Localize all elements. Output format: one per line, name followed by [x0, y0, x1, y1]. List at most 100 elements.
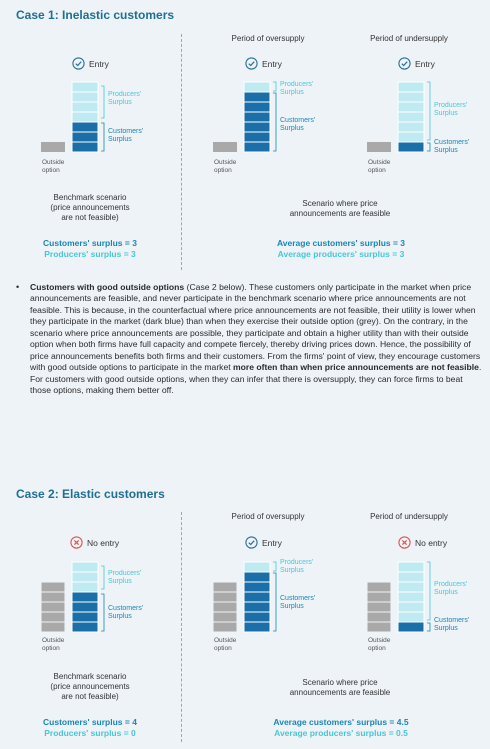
- customers-block: [243, 601, 271, 613]
- paragraph-lead: Customers with good outside options: [30, 282, 185, 292]
- case2-benchmark-diagram: Producers' Surplus Customers' Surplus Ou…: [40, 561, 143, 652]
- producers-label: Producers': [434, 102, 467, 109]
- check-circle-icon: [398, 57, 411, 70]
- outside-option-label: Outside: [214, 637, 237, 644]
- case1-oversupply-heading: Period of oversupply: [231, 34, 305, 43]
- case1-undersupply-badge: Entry: [398, 57, 435, 70]
- producers-block: [397, 121, 425, 133]
- customers-block: [71, 131, 99, 143]
- producers-block: [397, 91, 425, 103]
- case2-oversupply-heading: Period of oversupply: [231, 512, 305, 521]
- bullet-dot: •: [16, 282, 20, 292]
- outside-option-label: Outside: [42, 637, 65, 644]
- producers-block: [71, 101, 99, 113]
- outside-bar: [366, 611, 392, 623]
- producers-surplus-result: Producers' surplus = 0: [44, 728, 136, 738]
- cross-circle-icon: [70, 536, 83, 549]
- case2-benchmark-badge: No entry: [70, 536, 119, 549]
- customers-bracket: [273, 572, 277, 632]
- case2-title: Case 2: Elastic customers: [16, 487, 165, 501]
- customers-label: Customers': [434, 617, 469, 624]
- case1-undersupply-heading: Period of undersupply: [370, 34, 448, 43]
- producers-block: [71, 81, 99, 93]
- case2-benchmark-caption: Benchmark scenario (price announcements …: [30, 672, 150, 702]
- customers-label: Surplus: [434, 625, 458, 632]
- case2-undersupply-diagram: Producers' Surplus Customers' Surplus Ou…: [366, 561, 469, 652]
- check-circle-icon: [245, 57, 258, 70]
- case1-benchmark-caption: Benchmark scenario (price announcements …: [30, 193, 150, 223]
- producers-bracket: [101, 85, 105, 119]
- customers-label: Surplus: [434, 147, 458, 154]
- avg-producers-surplus-result: Average producers' surplus = 3: [277, 249, 405, 259]
- customers-block: [71, 141, 99, 153]
- outside-option-label: Outside: [368, 159, 391, 166]
- customers-block: [243, 141, 271, 153]
- customers-bracket: [427, 622, 431, 632]
- customers-surplus-result: Customers' surplus = 3: [43, 238, 137, 248]
- paragraph-text: (Case 2 below). These customers only par…: [30, 282, 481, 373]
- caption-line: are not feasible): [61, 692, 119, 701]
- customers-block: [243, 621, 271, 633]
- producers-block: [71, 561, 99, 573]
- caption-line: Scenario where price: [302, 678, 378, 687]
- outside-option-label: option: [42, 167, 60, 174]
- outside-bar: [213, 142, 237, 152]
- outside-bar: [212, 621, 238, 633]
- customers-label: Customers': [108, 128, 143, 135]
- customers-block: [71, 591, 99, 603]
- customers-label: Customers': [434, 139, 469, 146]
- customers-block: [243, 91, 271, 103]
- customers-label: Surplus: [280, 125, 304, 132]
- caption-line: announcements are feasible: [289, 209, 391, 218]
- producers-bracket: [427, 561, 431, 621]
- customers-block: [243, 591, 271, 603]
- producers-surplus-result: Producers' surplus = 3: [44, 249, 136, 259]
- case1-undersupply-diagram: Producers' Surplus Customers' Surplus Ou…: [367, 81, 469, 174]
- producers-bracket: [273, 81, 277, 92]
- caption-line: announcements are feasible: [289, 688, 391, 697]
- outside-option-label: option: [368, 645, 386, 652]
- producers-block: [397, 131, 425, 143]
- customers-bracket: [273, 92, 277, 152]
- producers-label: Producers': [280, 81, 313, 88]
- outside-bar: [366, 601, 392, 613]
- badge-label: Entry: [262, 537, 282, 548]
- outside-bar: [40, 581, 66, 593]
- producers-block: [397, 591, 425, 603]
- outside-option-label: option: [42, 645, 60, 652]
- producers-block: [397, 601, 425, 613]
- producers-block: [397, 571, 425, 583]
- producers-block: [71, 571, 99, 583]
- caption-line: Scenario where price: [302, 199, 378, 208]
- outside-bar: [366, 591, 392, 603]
- case2-benchmark-results: Customers' surplus = 4 Producers' surplu…: [20, 717, 160, 739]
- outside-bar: [366, 621, 392, 633]
- case1-title: Case 1: Inelastic customers: [16, 8, 175, 22]
- producers-label: Surplus: [280, 89, 304, 96]
- customers-block: [71, 121, 99, 133]
- producers-label: Surplus: [108, 99, 132, 106]
- customers-block: [243, 101, 271, 113]
- customers-block: [397, 141, 425, 153]
- outside-option-label: Outside: [42, 159, 65, 166]
- caption-line: Benchmark scenario: [53, 672, 127, 681]
- avg-producers-surplus-result: Average producers' surplus = 0.5: [274, 728, 408, 738]
- outside-bar: [366, 581, 392, 593]
- producers-block: [397, 611, 425, 623]
- caption-line: are not feasible): [61, 213, 119, 222]
- case2-divider: [181, 512, 182, 742]
- customers-label: Surplus: [108, 613, 132, 620]
- case1-benchmark-badge: Entry: [72, 57, 109, 70]
- case2-feasible-results: Average customers' surplus = 4.5 Average…: [236, 717, 446, 739]
- producers-block: [397, 101, 425, 113]
- producers-label: Producers': [108, 570, 141, 577]
- case2-undersupply-badge: No entry: [398, 536, 447, 549]
- case1-oversupply-diagram: Producers' Surplus Customers' Surplus Ou…: [213, 81, 315, 174]
- check-circle-icon: [72, 57, 85, 70]
- surplus-stack: [71, 81, 99, 153]
- customers-label: Customers': [280, 595, 315, 602]
- outside-bar: [40, 611, 66, 623]
- customers-label: Customers': [108, 605, 143, 612]
- case2-feasible-caption: Scenario where price announcements are f…: [250, 678, 430, 698]
- producers-block: [397, 111, 425, 123]
